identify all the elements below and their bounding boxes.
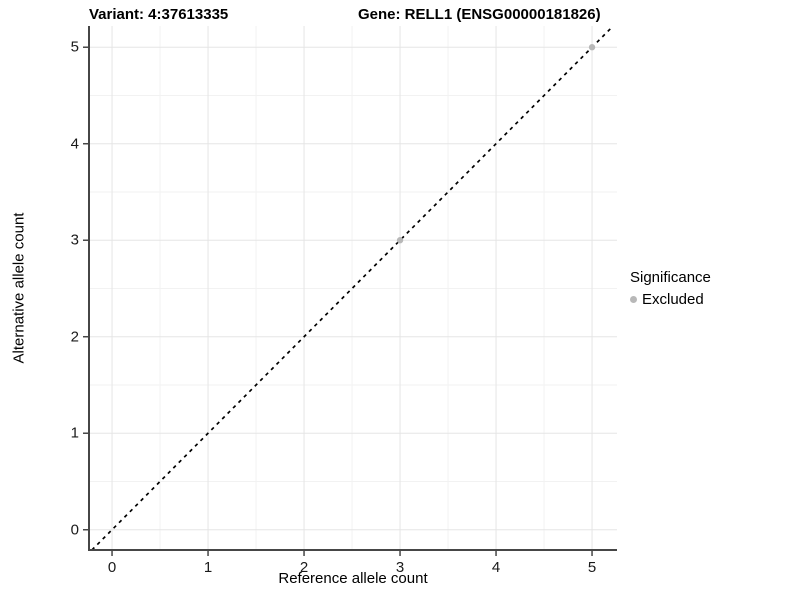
y-tick-label: 0 <box>70 521 79 539</box>
legend-item-excluded: Excluded <box>630 290 711 309</box>
legend-point-icon <box>630 296 637 303</box>
legend-item-label: Excluded <box>642 291 704 308</box>
x-tick-label: 2 <box>299 559 309 576</box>
data-point-excluded <box>396 237 404 244</box>
x-tick-label: 1 <box>203 559 213 576</box>
plot-title-variant: Variant: 4:37613335 <box>89 6 229 23</box>
y-axis-title: Alternative allele count <box>10 212 28 364</box>
data-point-excluded <box>588 44 596 51</box>
legend: Significance Excluded <box>630 268 711 309</box>
y-tick-label: 2 <box>70 328 79 346</box>
x-tick-label: 0 <box>107 559 117 576</box>
y-tick-label: 3 <box>70 231 79 249</box>
x-tick-label: 5 <box>587 559 597 576</box>
y-tick-label: 1 <box>70 424 79 442</box>
legend-title: Significance <box>630 269 711 286</box>
x-tick-label: 4 <box>491 559 501 576</box>
x-tick-label: 3 <box>395 559 405 576</box>
y-tick-label: 4 <box>70 135 79 153</box>
plot-title-gene: Gene: RELL1 (ENSG00000181826) <box>358 6 601 23</box>
y-tick-label: 5 <box>70 38 79 56</box>
x-axis-title: Reference allele count <box>278 570 428 587</box>
